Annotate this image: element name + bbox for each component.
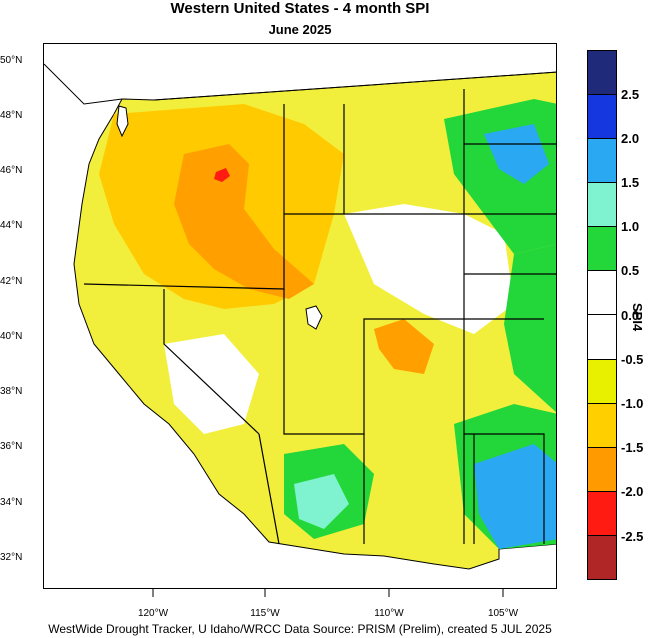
lon-label-120w: 120°W xyxy=(137,608,169,619)
lat-label-48n: 48°N xyxy=(0,110,23,121)
wet-blue-southern-plains xyxy=(474,444,556,549)
lon-label-110w: 110°W xyxy=(374,608,404,619)
lat-label-40n: 40°N xyxy=(0,331,23,342)
legend-bin-0 xyxy=(588,51,616,96)
wet-aqua-southwest xyxy=(294,474,349,529)
lat-label-42n: 42°N xyxy=(0,276,23,287)
lon-label-105w: 105°W xyxy=(487,608,519,619)
lat-label-50n: 50°N xyxy=(0,55,23,66)
lat-label-36n: 36°N xyxy=(0,441,23,452)
legend-label-neg-1-0: -1.0 xyxy=(621,396,644,411)
map-title: Western United States - 4 month SPI xyxy=(170,0,430,17)
great-salt-lake xyxy=(305,305,323,330)
colorado-dry-area xyxy=(374,319,434,374)
legend-bin-10 xyxy=(588,491,616,536)
longitude-ticks xyxy=(152,589,504,597)
legend-bin-7 xyxy=(588,359,616,404)
legend-bin-2 xyxy=(588,139,616,184)
near-normal-area-plains xyxy=(344,204,514,334)
lat-label-34n: 34°N xyxy=(0,497,23,508)
map-subtitle: June 2025 xyxy=(268,22,332,37)
legend-label-1-5: 1.5 xyxy=(621,175,640,190)
spi-map xyxy=(43,43,557,589)
legend-bin-1 xyxy=(588,95,616,140)
legend-label-neg-2-0: -2.0 xyxy=(621,484,644,499)
puget-sound xyxy=(116,105,129,138)
legend-label-0-5: 0.5 xyxy=(621,263,640,278)
legend-label-neg-0-5: -0.5 xyxy=(621,352,644,367)
dry-darker-orange-area xyxy=(174,144,314,299)
legend-bin-3 xyxy=(588,183,616,228)
lat-label-32n: 32°N xyxy=(0,552,23,563)
spi-legend-colorbar xyxy=(587,50,617,580)
legend-bin-6 xyxy=(588,315,616,360)
lat-label-38n: 38°N xyxy=(0,386,23,397)
legend-bin-4 xyxy=(588,227,616,272)
legend-title: SPI4 xyxy=(630,303,645,332)
legend-label-2-0: 2.0 xyxy=(621,131,640,146)
near-normal-area-nevada xyxy=(164,334,259,434)
extreme-dry-spot xyxy=(214,168,230,182)
legend-bin-11 xyxy=(588,535,616,579)
legend-label-2-5: 2.5 xyxy=(621,87,640,102)
legend-label-0-0: 0.0 xyxy=(621,308,640,323)
legend-label-1-0: 1.0 xyxy=(621,219,640,234)
canada-border-region xyxy=(44,63,556,105)
legend-bin-5 xyxy=(588,271,616,316)
lat-label-44n: 44°N xyxy=(0,220,23,231)
wet-green-east-edge xyxy=(504,244,556,413)
legend-bin-9 xyxy=(588,447,616,492)
map-canvas xyxy=(44,44,556,588)
legend-label-neg-2-5: -2.5 xyxy=(621,529,644,544)
state-boundaries xyxy=(83,89,556,545)
legend-bin-8 xyxy=(588,403,616,448)
map-footer-credit: WestWide Drought Tracker, U Idaho/WRCC D… xyxy=(48,622,552,636)
lat-label-46n: 46°N xyxy=(0,165,23,176)
lon-label-115w: 115°W xyxy=(250,608,280,619)
legend-label-neg-1-5: -1.5 xyxy=(621,440,644,455)
wet-cyan-northern-plains xyxy=(484,124,549,184)
